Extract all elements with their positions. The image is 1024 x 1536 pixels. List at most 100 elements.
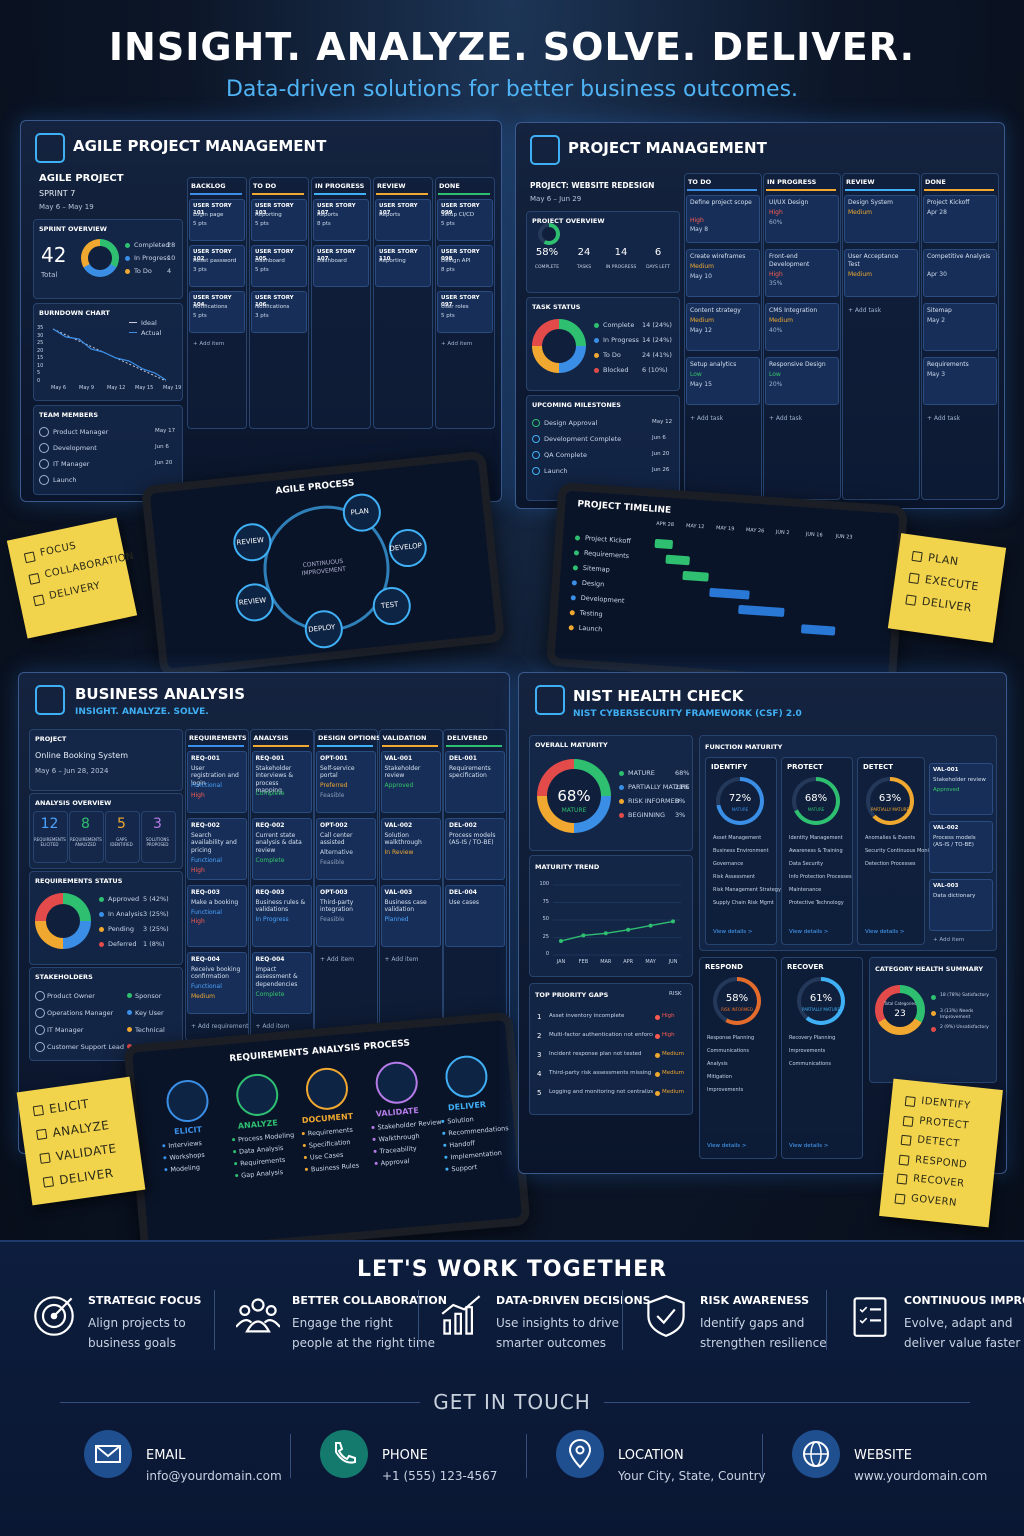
categories: MAR — [600, 959, 612, 965]
y-labels: 15 — [37, 355, 44, 361]
pts: 5 pts — [441, 313, 455, 320]
divider — [826, 1290, 827, 1350]
card — [844, 195, 918, 243]
label: Blocked — [603, 366, 629, 374]
value: 8% — [675, 797, 686, 805]
text: Third-party risk assessments missing — [549, 1070, 652, 1076]
items: Protective Technology — [789, 900, 844, 906]
feature-icon — [647, 1295, 685, 1337]
item-dot — [444, 1155, 448, 1159]
icon-glyph — [803, 1441, 829, 1467]
id: USER STORY 105 — [255, 249, 294, 262]
lines: Identify gaps and — [700, 1316, 805, 1330]
lines: Align projects to — [88, 1316, 186, 1330]
dates: MAY 12 — [685, 523, 705, 531]
items: Risk Assessment — [713, 874, 755, 880]
checkbox — [905, 594, 917, 606]
add: + Add item — [933, 937, 965, 943]
title: DATA-DRIVEN DECISIONS — [496, 1294, 651, 1307]
items: Detection Processes — [865, 861, 916, 867]
donut — [81, 239, 119, 277]
x-labels: May 19 — [163, 385, 182, 391]
icon — [35, 133, 65, 163]
status: Approved — [384, 782, 414, 790]
sticky: ELICIT — [48, 1096, 90, 1117]
title: STRATEGIC FOCUS — [88, 1294, 202, 1307]
label: BEGINNING — [628, 811, 666, 819]
item-dot — [162, 1144, 166, 1148]
name: DOCUMENT — [301, 1111, 354, 1126]
divider — [762, 1434, 763, 1478]
items: Business Environment — [713, 848, 769, 854]
column-accent — [314, 193, 366, 195]
legend-dot — [619, 770, 624, 776]
label: TASKS — [576, 265, 592, 270]
title: Reporting — [255, 212, 282, 219]
risk-dot — [655, 1090, 660, 1096]
legend: Ideal — [141, 319, 157, 327]
title: Content strategy — [690, 307, 741, 314]
checkbox — [42, 1176, 55, 1188]
yticks: 0 — [545, 951, 549, 957]
feature-icon — [441, 1295, 481, 1335]
contact-icon — [792, 1430, 840, 1478]
total: 42 — [41, 243, 67, 267]
add: + Add task — [848, 307, 882, 314]
items: Walkthrough — [378, 1131, 420, 1144]
step-circle — [373, 1059, 420, 1106]
priority: Medium — [191, 993, 215, 1001]
card — [686, 357, 760, 405]
value: 61% — [809, 993, 833, 1004]
card — [380, 751, 441, 813]
risk: Medium — [662, 1070, 684, 1076]
value: 68% — [675, 769, 690, 777]
title: PROJECT TIMELINE — [576, 499, 672, 516]
card — [187, 818, 247, 880]
add: + Add task — [690, 415, 724, 422]
status: In Review — [384, 849, 414, 857]
items: Governance — [713, 861, 744, 867]
role-dot — [127, 1010, 132, 1015]
sticky: DETECT — [916, 1134, 961, 1150]
divider — [418, 1290, 419, 1350]
gantt-bar — [682, 570, 709, 582]
card — [313, 245, 369, 287]
value: 4 — [167, 267, 172, 275]
priority: High — [191, 918, 205, 926]
card — [316, 818, 376, 880]
priority: High — [769, 270, 783, 278]
dates: May 6 – May 19 — [39, 203, 94, 211]
task-dot — [572, 565, 579, 571]
donut-hole — [883, 993, 917, 1027]
sticky: DELIVER — [58, 1165, 115, 1188]
name: ANALYSIS — [253, 734, 289, 742]
label: In Progress — [134, 254, 170, 262]
column-accent — [190, 193, 242, 195]
note: Feasible — [320, 916, 345, 924]
card — [445, 751, 505, 813]
item-dot — [234, 1161, 238, 1166]
id: USER STORY 099 — [441, 203, 480, 216]
pts: 5 pts — [255, 267, 269, 274]
milestone-dot — [532, 467, 540, 475]
column-accent — [188, 745, 244, 747]
avatar — [35, 991, 45, 1001]
pts: 3 pts — [193, 267, 207, 274]
column-accent — [252, 745, 309, 747]
item-dot — [304, 1167, 309, 1172]
title: Solution walkthrough — [384, 831, 422, 847]
items: Asset Management — [713, 835, 762, 841]
box — [526, 395, 680, 501]
label: In Analysis — [108, 910, 143, 918]
id: USER STORY 102 — [193, 249, 232, 262]
name: REVIEW — [377, 182, 406, 190]
name: BACKLOG — [191, 182, 226, 190]
dates: JUN 2 — [775, 529, 790, 537]
lines: Engage the right — [292, 1316, 393, 1330]
legend-dot — [594, 352, 599, 358]
sticky: RECOVER — [912, 1173, 966, 1190]
title: TASK STATUS — [532, 303, 581, 311]
item-dot — [232, 1149, 237, 1154]
label: MATURE — [561, 807, 587, 814]
checkbox — [904, 1096, 916, 1107]
